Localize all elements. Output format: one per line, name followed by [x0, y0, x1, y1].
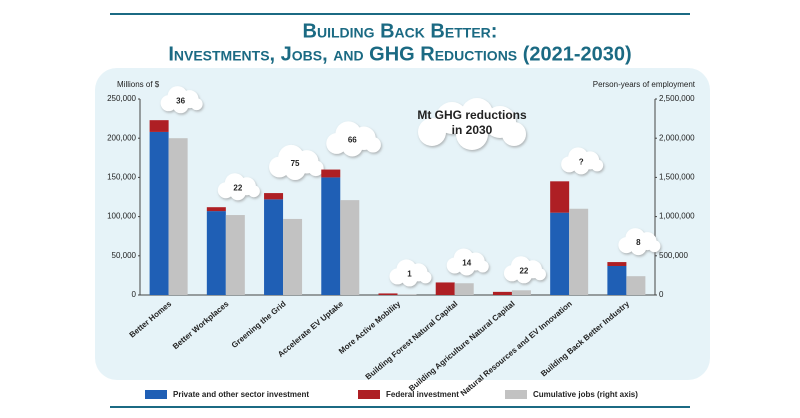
ghg-label: 36	[176, 96, 185, 105]
y2-tick-label: 1,000,000	[659, 212, 695, 221]
jobs-bar	[626, 276, 646, 295]
legend-swatch	[358, 390, 380, 399]
cloud-puff	[401, 270, 418, 287]
investment-bar	[264, 193, 284, 200]
y2-tick-label: 500,000	[659, 251, 688, 260]
cloud-puff	[630, 239, 647, 256]
ghg-legend: Mt GHG reductions in 2030	[417, 108, 527, 137]
y2-tick-label: 0	[659, 290, 664, 299]
y-tick-label: 0	[132, 290, 137, 299]
y2-tick-label: 1,500,000	[659, 173, 695, 182]
y2-tick-label: 2,000,000	[659, 133, 695, 142]
investment-bar	[264, 199, 284, 295]
ghg-legend-cloud	[418, 98, 526, 150]
y-axis-label: Millions of $	[117, 80, 160, 89]
cloud-puff	[591, 159, 604, 172]
panel	[95, 68, 710, 380]
legend-swatch	[145, 390, 167, 399]
investment-bar	[206, 211, 226, 295]
jobs-bar	[569, 208, 589, 295]
investment-bar	[321, 169, 341, 178]
cloud-puff	[515, 267, 532, 284]
investment-bar	[149, 120, 169, 132]
ghg-cloud	[503, 256, 546, 284]
investment-bar	[206, 207, 226, 212]
jobs-bar	[283, 218, 303, 295]
ghg-label: 66	[348, 136, 357, 145]
cloud-puff	[172, 97, 189, 114]
chart-subtitle: Investments, Jobs, and GHG Reductions (2…	[168, 43, 631, 65]
y-tick-label: 100,000	[107, 212, 136, 221]
cloud-puff	[458, 259, 475, 276]
cloud-puff	[365, 136, 381, 153]
cloud-puff	[476, 260, 489, 273]
ghg-cloud	[618, 228, 661, 256]
investment-bar	[550, 212, 570, 295]
cloud-puff	[648, 240, 661, 253]
ghg-cloud	[389, 259, 432, 287]
investment-bar	[607, 262, 627, 266]
y-tick-label: 50,000	[112, 251, 137, 260]
investment-bar	[378, 293, 398, 295]
ghg-label: 8	[636, 238, 641, 247]
chart-title: Building Back Better:	[303, 20, 498, 42]
cloud-puff	[247, 185, 260, 198]
legend-swatch	[505, 390, 527, 399]
cloud-puff	[284, 159, 306, 180]
ghg-cloud	[269, 144, 324, 180]
y-tick-label: 200,000	[107, 133, 136, 142]
jobs-bar	[397, 294, 417, 295]
jobs-bar	[454, 283, 474, 295]
y2-axis-label: Person-years of employment	[593, 80, 696, 89]
investment-bar	[435, 282, 455, 295]
cloud-puff	[456, 118, 488, 150]
ghg-label: 1	[407, 270, 412, 279]
ghg-label: 22	[233, 183, 242, 192]
jobs-bar	[511, 290, 531, 295]
cloud-puff	[573, 158, 590, 175]
ghg-cloud	[217, 173, 260, 201]
ghg-cloud	[160, 86, 203, 114]
legend-label: Federal investment	[386, 390, 459, 399]
y-tick-label: 250,000	[107, 94, 136, 103]
y-tick-label: 150,000	[107, 173, 136, 182]
investment-bar	[550, 181, 570, 213]
investment-bar	[607, 265, 627, 295]
cloud-puff	[533, 268, 546, 281]
y2-tick-label: 2,500,000	[659, 94, 695, 103]
cloud-puff	[229, 184, 246, 201]
ghg-label: 75	[291, 159, 300, 168]
ghg-label: ?	[579, 157, 584, 166]
cloud-puff	[308, 160, 324, 177]
cloud-puff	[341, 135, 363, 157]
jobs-bar	[168, 138, 188, 295]
cloud-puff	[190, 98, 203, 111]
ghg-label: 22	[519, 266, 528, 275]
investment-bar	[492, 291, 512, 295]
ghg-cloud	[561, 147, 604, 175]
jobs-bar	[340, 200, 360, 295]
ghg-cloud	[446, 248, 489, 276]
legend-label: Private and other sector investment	[173, 390, 309, 399]
legend-label: Cumulative jobs (right axis)	[533, 390, 638, 399]
ghg-label: 14	[462, 259, 471, 268]
ghg-cloud	[326, 121, 381, 157]
investment-bar	[149, 131, 169, 295]
jobs-bar	[225, 215, 245, 295]
cloud-puff	[419, 271, 432, 284]
cloud-puff	[502, 122, 526, 146]
investment-bar	[321, 177, 341, 295]
